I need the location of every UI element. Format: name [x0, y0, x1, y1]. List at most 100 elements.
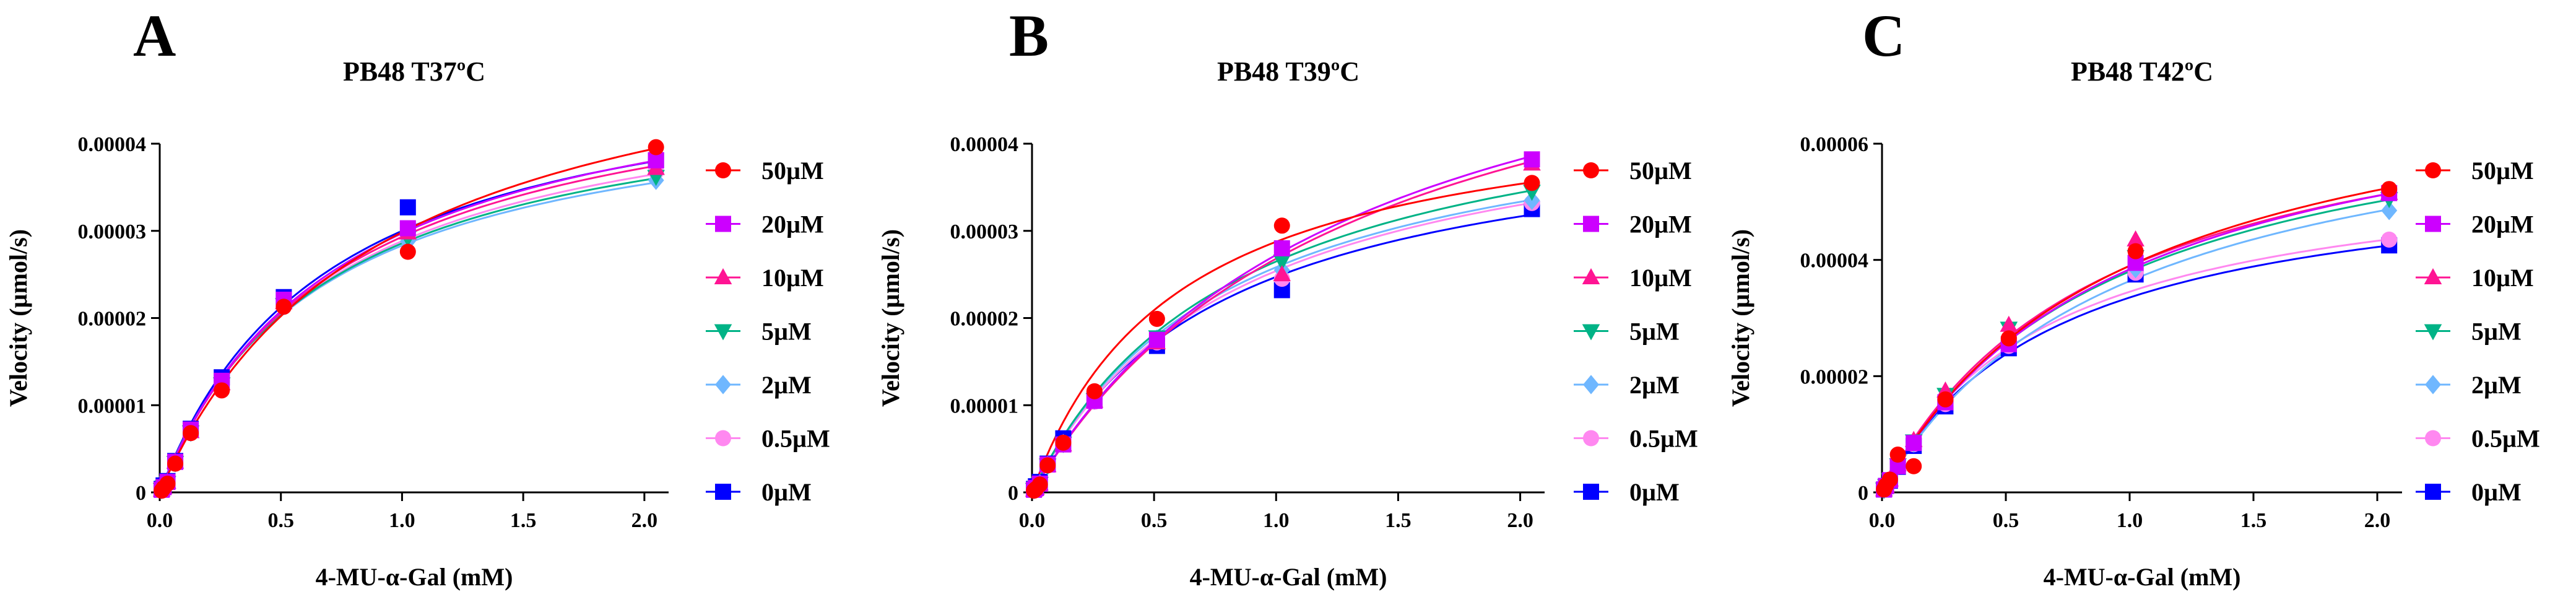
data-point	[1086, 383, 1103, 399]
x-tick-label: 0.5	[267, 509, 294, 532]
fit-curve-0µM	[1881, 244, 2390, 493]
data-point	[159, 475, 176, 492]
panel-a: A PB48 T37ºC 0.0 0.5 1.0 1.5 2.0 0 0.00001 0.0000…	[4, 2, 830, 591]
legend-label: 10µM	[1629, 264, 1692, 292]
x-tick-label: 0.5	[1993, 509, 2019, 532]
data-point	[1148, 331, 1165, 348]
data-point	[1906, 458, 1922, 474]
data-point	[399, 220, 416, 237]
plot-title: PB48 T42ºC	[2071, 56, 2213, 87]
legend-label: 5µM	[761, 318, 812, 346]
legend-marker	[1582, 268, 1600, 285]
data-point	[275, 299, 292, 315]
x-tick-label: 1.0	[1263, 509, 1290, 532]
legend-marker	[2424, 268, 2442, 285]
legend-label: 20µM	[1629, 211, 1692, 238]
y-axis-label: Velocity (µmol/s)	[1727, 229, 1754, 407]
x-tick-label: 1.5	[510, 509, 537, 532]
x-axis-label: 4-MU-α-Gal (mM)	[2044, 563, 2241, 591]
legend-marker	[2425, 216, 2441, 232]
legend-label: 10µM	[761, 264, 824, 292]
data-point	[2381, 201, 2398, 220]
legend-label: 0.5µM	[761, 425, 830, 453]
data-point	[2127, 243, 2144, 260]
panel-letter: A	[133, 2, 176, 69]
y-tick-label: 0	[136, 482, 146, 505]
legend-label: 50µM	[1629, 157, 1692, 185]
data-point	[2381, 231, 2398, 248]
x-tick-label: 2.0	[2364, 509, 2391, 532]
data-point	[1039, 457, 1056, 474]
legend-marker	[1583, 375, 1599, 395]
data-point	[648, 139, 664, 155]
legend-label: 5µM	[2471, 318, 2522, 346]
legend-marker	[715, 216, 731, 232]
x-tick-label: 0.5	[1141, 509, 1168, 532]
y-tick-label: 0.00002	[950, 308, 1019, 331]
data-point	[1055, 434, 1072, 451]
panel-c: C PB48 T42ºC 0.0 0.5 1.0 1.5 2.0 0 0.00002 0.0000…	[1727, 2, 2540, 591]
legend-marker	[714, 268, 732, 285]
fit-curve-0.5µM	[1881, 238, 2390, 493]
legend-marker	[1582, 324, 1600, 341]
fit-curve-5µM	[1031, 190, 1532, 493]
legend-marker	[2425, 484, 2441, 500]
legend-marker	[1583, 484, 1599, 500]
x-axis-label: 4-MU-α-Gal (mM)	[316, 563, 513, 591]
data-point	[214, 382, 230, 399]
data-point	[1881, 471, 1898, 488]
y-tick-label: 0.00001	[950, 395, 1019, 417]
legend-label: 2µM	[2471, 371, 2522, 399]
legend-marker	[1583, 430, 1599, 447]
y-tick-label: 0.00003	[950, 220, 1019, 243]
legend-marker	[715, 162, 731, 178]
x-axis-label: 4-MU-α-Gal (mM)	[1190, 563, 1387, 591]
data-point	[2000, 330, 2017, 347]
legend-label: 20µM	[761, 211, 824, 238]
data-point	[1273, 240, 1290, 256]
data-point	[2127, 230, 2144, 246]
legend-label: 0.5µM	[1629, 425, 1698, 453]
x-tick-label: 0.0	[147, 509, 173, 532]
panel-letter: C	[1862, 2, 1905, 69]
data-point	[1524, 175, 1540, 191]
y-tick-label: 0.00002	[1800, 365, 1869, 388]
panel-b: B PB48 T39ºC 0.0 0.5 1.0 1.5 2.0 0 0.00001 0.0000…	[877, 2, 1698, 591]
x-tick-label: 2.0	[1507, 509, 1533, 532]
legend-label: 0µM	[2471, 478, 2522, 506]
x-tick-label: 1.0	[389, 509, 415, 532]
data-point	[1906, 435, 1922, 452]
y-tick-label: 0	[1858, 482, 1868, 505]
fit-curve-10µM	[1031, 160, 1532, 493]
x-tick-label: 0.0	[1019, 509, 1046, 532]
data-point	[1524, 151, 1540, 168]
legend-label: 2µM	[1629, 371, 1680, 399]
plot-title: PB48 T39ºC	[1217, 56, 1360, 87]
legend-label: 5µM	[1629, 318, 1680, 346]
legend-marker	[2425, 375, 2441, 395]
x-tick-label: 0.0	[1869, 509, 1896, 532]
legend-marker	[715, 430, 731, 447]
legend-marker	[1583, 216, 1599, 232]
data-point	[1273, 217, 1290, 234]
legend-marker	[1583, 162, 1599, 178]
x-tick-label: 1.5	[2240, 509, 2267, 532]
data-point	[1148, 310, 1165, 327]
fit-curve-20µM	[1031, 155, 1532, 493]
y-tick-label: 0	[1008, 482, 1018, 505]
legend-marker	[2424, 324, 2442, 341]
y-tick-label: 0.00006	[1800, 133, 1869, 156]
x-tick-label: 1.0	[2117, 509, 2143, 532]
data-point	[399, 199, 416, 216]
legend-label: 50µM	[761, 157, 824, 185]
data-point	[1031, 476, 1048, 493]
data-point	[167, 455, 184, 472]
plot-title: PB48 T37ºC	[343, 56, 485, 87]
y-axis-label: Velocity (µmol/s)	[877, 229, 904, 407]
legend-marker	[2425, 430, 2441, 447]
legend-marker	[714, 324, 732, 341]
legend-label: 0.5µM	[2471, 425, 2540, 453]
legend-marker	[715, 484, 731, 500]
y-tick-label: 0.00004	[1800, 250, 1869, 273]
